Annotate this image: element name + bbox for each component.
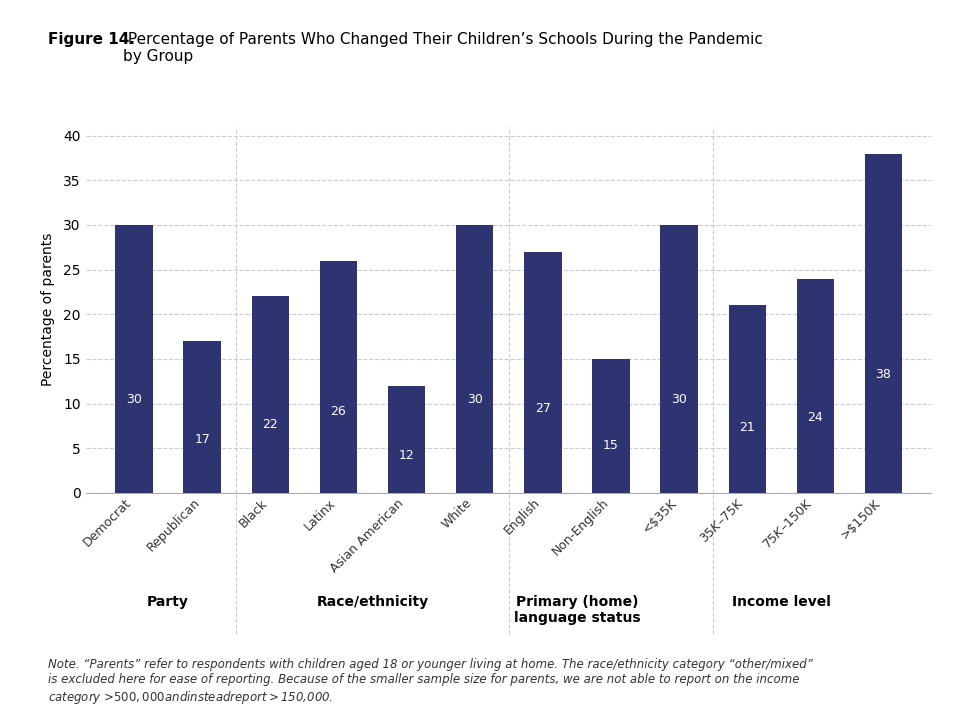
Bar xyxy=(115,225,153,493)
Text: 12: 12 xyxy=(398,448,415,462)
Text: 30: 30 xyxy=(671,393,687,406)
Text: <$35K: <$35K xyxy=(640,496,679,536)
Text: 15: 15 xyxy=(603,439,619,453)
Text: English: English xyxy=(502,496,542,537)
Text: Party: Party xyxy=(147,595,189,609)
Bar xyxy=(797,279,834,493)
Text: Race/ethnicity: Race/ethnicity xyxy=(317,595,428,609)
Text: Percentage of Parents Who Changed Their Children’s Schools During the Pandemic
b: Percentage of Parents Who Changed Their … xyxy=(123,32,763,64)
Text: Democrat: Democrat xyxy=(82,496,134,549)
Text: Primary (home)
language status: Primary (home) language status xyxy=(514,595,640,625)
Bar xyxy=(320,260,357,493)
Text: 22: 22 xyxy=(262,417,278,431)
Text: >$150K: >$150K xyxy=(839,496,883,541)
Text: $35K–$75K: $35K–$75K xyxy=(698,496,747,546)
Text: $75K–$150K: $75K–$150K xyxy=(760,496,815,551)
Bar xyxy=(183,341,221,493)
Text: 17: 17 xyxy=(194,433,210,446)
Text: White: White xyxy=(440,496,475,532)
Bar xyxy=(524,252,562,493)
Text: 30: 30 xyxy=(467,393,483,406)
Bar xyxy=(729,306,766,493)
Text: 21: 21 xyxy=(739,421,756,434)
Text: Non-English: Non-English xyxy=(549,496,611,558)
Text: 30: 30 xyxy=(126,393,142,406)
Text: 38: 38 xyxy=(876,367,892,381)
Bar xyxy=(252,296,289,493)
Y-axis label: Percentage of parents: Percentage of parents xyxy=(41,233,55,386)
Text: Note. “Parents” refer to respondents with children aged 18 or younger living at : Note. “Parents” refer to respondents wit… xyxy=(48,658,813,704)
Bar xyxy=(456,225,493,493)
Bar xyxy=(660,225,698,493)
Text: 27: 27 xyxy=(535,402,551,415)
Text: Asian American: Asian American xyxy=(328,496,407,574)
Text: Income level: Income level xyxy=(732,595,830,609)
Text: Latinx: Latinx xyxy=(302,496,339,533)
Text: 26: 26 xyxy=(330,405,347,418)
Bar xyxy=(865,153,902,493)
Text: Republican: Republican xyxy=(144,496,203,555)
Text: 24: 24 xyxy=(807,411,824,425)
Text: Black: Black xyxy=(237,496,271,529)
Bar xyxy=(388,386,425,493)
Bar xyxy=(592,359,630,493)
Text: Figure 14.: Figure 14. xyxy=(48,32,135,46)
